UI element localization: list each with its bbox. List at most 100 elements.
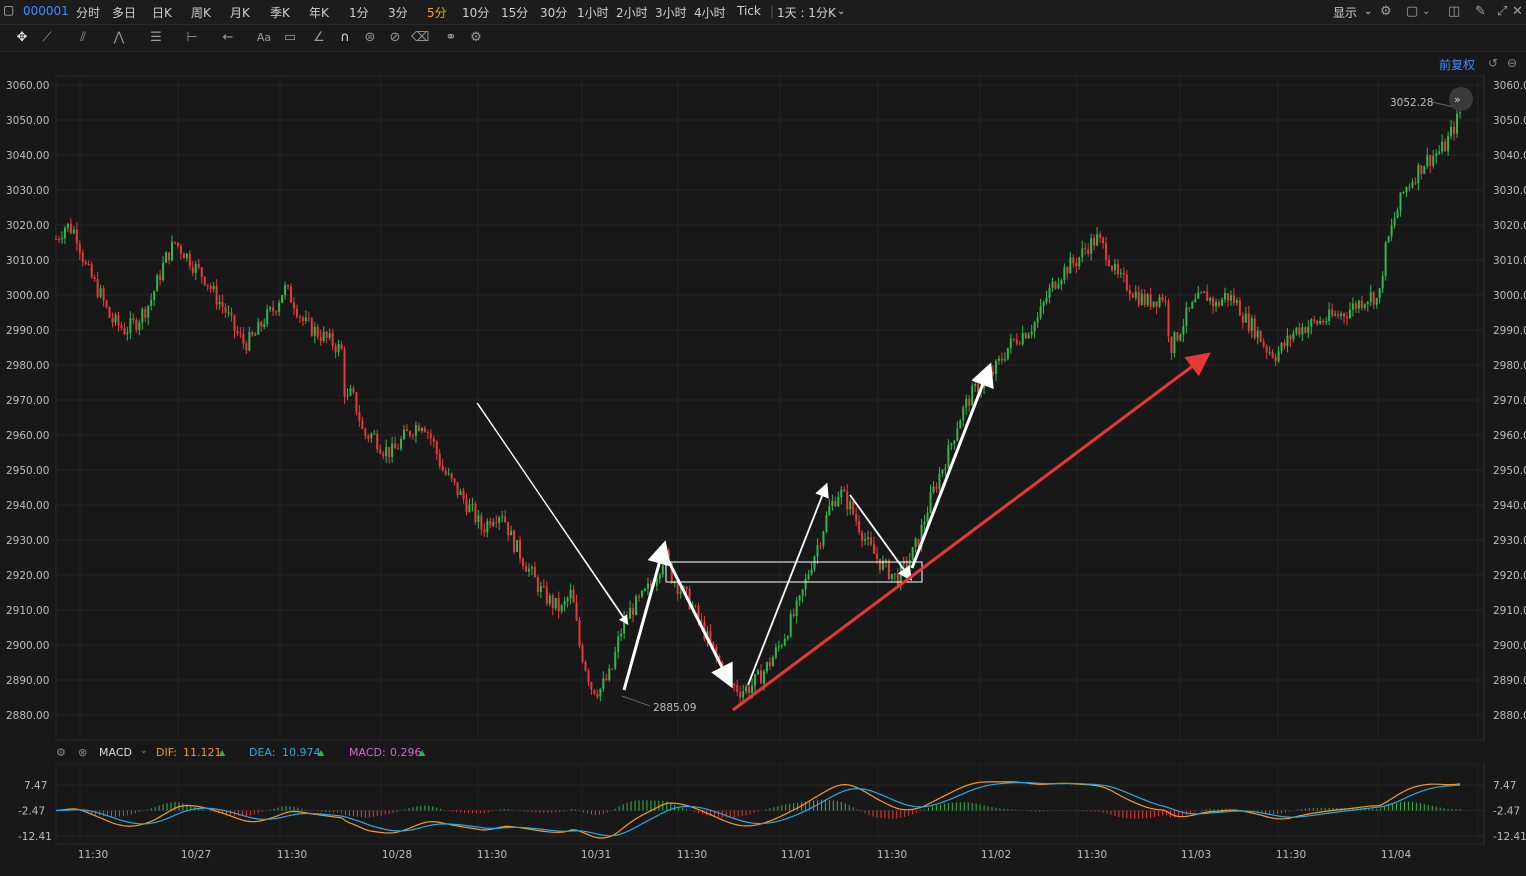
- measure-tool-icon[interactable]: ⊢: [186, 30, 198, 45]
- candle-body: [1194, 298, 1197, 303]
- lock-icon[interactable]: ⊜: [364, 30, 376, 45]
- candle-body: [1170, 336, 1173, 354]
- candle-body: [932, 486, 935, 493]
- crosshair-move-icon[interactable]: ✥: [16, 30, 28, 45]
- close-icon[interactable]: ✕: [1512, 4, 1523, 19]
- restoration-label[interactable]: 前复权: [1438, 58, 1475, 72]
- candle-body: [474, 503, 477, 522]
- candlestick-chart[interactable]: 3060.00 3050.00 3040.00 3030.00 3020.00 3010.…: [0, 72, 1526, 742]
- candle-body: [953, 440, 956, 444]
- period-tab[interactable]: 季K: [270, 6, 290, 20]
- candle-body: [694, 605, 697, 607]
- y-tick-label: 2960.00: [6, 430, 49, 442]
- settings-icon[interactable]: ⚙: [470, 30, 482, 45]
- gear-icon[interactable]: ⚙: [1380, 4, 1392, 19]
- candle-body: [1167, 301, 1170, 337]
- symbol-code[interactable]: 000001: [23, 4, 69, 18]
- chevron-down-icon[interactable]: ⌄: [1364, 6, 1373, 17]
- layout-icon[interactable]: ▢: [1406, 4, 1419, 19]
- period-tab[interactable]: 3小时: [655, 6, 687, 20]
- candle-body: [1319, 320, 1322, 324]
- candle-body: [1396, 210, 1399, 219]
- gear-icon[interactable]: ⚙: [56, 746, 66, 759]
- period-tab[interactable]: Tick: [737, 4, 761, 18]
- fullscreen-icon[interactable]: ⤢: [1497, 4, 1508, 19]
- line-tool-icon[interactable]: ⟋: [42, 30, 52, 45]
- y-tick-label: 2880.00: [6, 710, 49, 722]
- text-tool-icon[interactable]: Aa: [256, 31, 272, 44]
- candle-body: [676, 582, 679, 594]
- candle-body: [284, 285, 287, 296]
- candle-body: [590, 682, 593, 690]
- undo-icon[interactable]: ↺: [1488, 56, 1499, 70]
- candle-body: [1348, 309, 1351, 318]
- ruler-icon[interactable]: ∠: [313, 30, 325, 45]
- pattern-tool-icon[interactable]: ⋀: [113, 30, 125, 45]
- close-icon[interactable]: ⊗: [78, 746, 88, 759]
- square-icon[interactable]: ▢: [3, 3, 15, 17]
- fib-tool-icon[interactable]: ☰: [150, 30, 162, 45]
- period-tab-active[interactable]: 5分: [427, 6, 447, 20]
- display-menu[interactable]: 显示: [1333, 6, 1358, 20]
- annotations[interactable]: [476, 352, 1211, 712]
- arrow-tool-icon[interactable]: ←: [222, 30, 234, 45]
- candle-body: [1417, 165, 1420, 184]
- period-tab[interactable]: 多日: [112, 6, 137, 20]
- minus-circle-icon[interactable]: ⊖: [1507, 56, 1518, 70]
- y-tick-label: 3010.00: [1493, 255, 1526, 267]
- link-icon[interactable]: ⚭: [445, 30, 457, 45]
- candle-body: [557, 597, 560, 612]
- trash-icon[interactable]: ⌫: [411, 30, 430, 45]
- zigzag-arrow: [849, 494, 913, 581]
- candle-body: [539, 586, 542, 592]
- candle-body: [905, 560, 908, 568]
- camera-icon[interactable]: ◫: [1448, 4, 1461, 19]
- candle-body: [1218, 301, 1221, 306]
- zigzag-arrow: [747, 482, 829, 686]
- channel-tool-icon[interactable]: ⫽: [80, 30, 86, 45]
- range-select[interactable]: 1天 : 1分K: [777, 6, 836, 20]
- pencil-icon[interactable]: ✎: [1475, 4, 1486, 19]
- candle-body: [153, 291, 156, 300]
- up-arrow-icon: ▲: [219, 748, 226, 757]
- period-tab[interactable]: 1分: [349, 6, 369, 20]
- candle-body: [99, 288, 102, 297]
- chevron-down-icon[interactable]: ⌄: [1422, 6, 1431, 17]
- period-tab[interactable]: 1小时: [577, 6, 609, 20]
- comment-icon[interactable]: ▭: [283, 30, 297, 45]
- candle-body: [417, 425, 420, 431]
- candle-body: [1045, 298, 1048, 303]
- candle-body: [896, 573, 899, 585]
- candle-body: [1179, 334, 1182, 341]
- period-tab[interactable]: 10分: [462, 6, 490, 20]
- candle-body: [542, 586, 545, 588]
- period-tab[interactable]: 4小时: [694, 6, 726, 20]
- period-tab[interactable]: 15分: [501, 6, 529, 20]
- period-tab[interactable]: 周K: [191, 6, 211, 20]
- macd-chart[interactable]: 7.47 7.47 -2.47 -2.47 -12.41 -12.41 11:30 10/2…: [0, 764, 1526, 876]
- candle-body: [364, 428, 367, 436]
- candle-body: [251, 331, 254, 336]
- period-tab[interactable]: 分时: [76, 6, 101, 20]
- chevron-down-icon[interactable]: ⌄: [837, 6, 846, 17]
- magnet-icon[interactable]: ∩: [340, 30, 350, 45]
- period-tab[interactable]: 3分: [388, 6, 408, 20]
- candle-body: [1096, 234, 1099, 246]
- indicator-name[interactable]: MACD: [99, 746, 132, 759]
- candle-body: [513, 530, 516, 552]
- period-tab[interactable]: 30分: [540, 6, 568, 20]
- candle-body: [429, 433, 432, 439]
- period-tab[interactable]: 年K: [309, 6, 329, 20]
- candle-body: [783, 638, 786, 646]
- hide-icon[interactable]: ⊘: [389, 30, 401, 45]
- period-tab[interactable]: 2小时: [616, 6, 648, 20]
- y-tick-label: 2930.00: [6, 535, 49, 547]
- candle-body: [623, 617, 626, 634]
- period-tab[interactable]: 日K: [152, 6, 172, 20]
- candle-body: [1006, 347, 1009, 360]
- period-toolbar: ▢ 000001 分时 多日 日K 周K 月K 季K 年K 1分 3分 5分 1…: [0, 0, 1526, 25]
- candle-body: [638, 596, 641, 598]
- candle-body: [1244, 313, 1247, 323]
- period-tab[interactable]: 月K: [230, 6, 250, 20]
- chevron-down-icon[interactable]: ⌄: [140, 746, 148, 756]
